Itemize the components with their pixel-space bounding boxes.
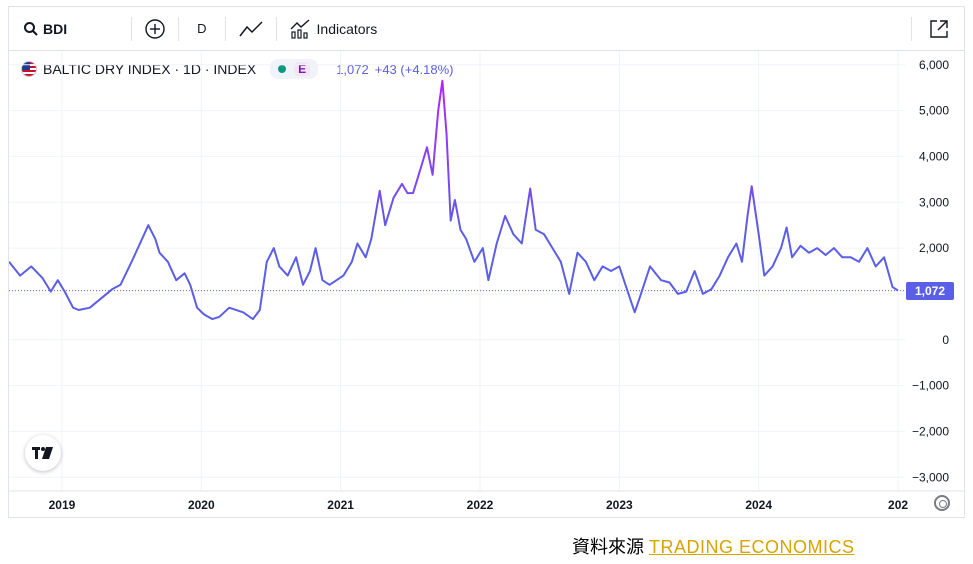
toolbar-divider [131,16,133,41]
series-line [9,79,899,321]
price-chart[interactable]: 6,0005,0004,0003,0002,0001,0000−1,000−2,… [9,51,964,517]
y-tick-label: 0 [942,333,949,347]
search-icon [24,21,38,36]
indicators-icon [290,18,309,39]
line-chart-icon [238,20,263,36]
grid-lines [9,51,905,491]
axes: 6,0005,0004,0003,0002,0001,0000−1,000−2,… [9,58,964,512]
y-tick-label: −2,000 [912,424,949,438]
chart-type-button[interactable] [226,7,276,50]
compare-button[interactable] [132,7,178,50]
symbol-label: BDI [43,20,68,37]
settings-gear-icon[interactable] [934,495,950,511]
x-tick-label: 202 [888,498,908,512]
indicators-label: Indicators [316,20,378,37]
source-prefix: 資料來源 [572,537,644,557]
data-source-badge: E [294,62,311,76]
interval-label: D [197,21,207,36]
external-link-icon [930,19,948,38]
symbol-search-button[interactable]: BDI [9,7,81,50]
interval-button[interactable]: D [179,7,224,50]
toolbar-divider [224,16,226,41]
source-credit: 資料來源 TRADING ECONOMICS [572,533,855,559]
x-tick-label: 2023 [606,498,633,512]
y-tick-label: 6,000 [919,58,949,72]
toolbar-divider [911,16,912,41]
x-tick-label: 2024 [745,498,772,512]
toolbar-right [911,7,956,50]
open-fullscreen-button[interactable] [922,7,956,50]
y-tick-label: 2,000 [919,241,949,255]
toolbar-divider [275,16,277,41]
toolbar: BDI D Indicators [9,7,964,51]
x-tick-label: 2021 [327,498,354,512]
x-tick-label: 2019 [49,498,76,512]
y-tick-label: 5,000 [919,104,949,118]
y-tick-label: 4,000 [919,149,949,163]
plus-circle-icon [145,18,165,39]
toolbar-divider [178,16,180,41]
market-open-dot-icon [278,65,287,73]
x-tick-label: 2020 [188,498,215,512]
market-status-pill[interactable]: E [270,59,319,79]
x-tick-label: 2022 [467,498,494,512]
y-tick-label: 3,000 [919,195,949,209]
chart-widget: BDI D Indicators BALTIC DRY INDEX · 1D ·… [8,6,965,518]
y-tick-label: −3,000 [912,470,949,484]
y-tick-label: −1,000 [912,379,949,393]
last-price-tag: 1,072 [906,281,954,300]
tradingview-logo-icon [32,447,53,459]
trading-economics-link[interactable]: TRADING ECONOMICS [649,537,855,557]
indicators-button[interactable]: Indicators [277,7,390,50]
tradingview-logo[interactable] [25,435,61,471]
